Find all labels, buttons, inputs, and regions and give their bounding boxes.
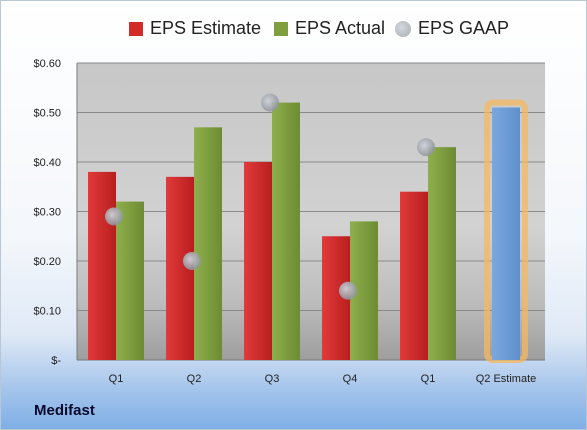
point-eps-gaap xyxy=(183,252,201,270)
point-eps-gaap xyxy=(261,93,279,112)
legend-item-eps-estimate: EPS Estimate xyxy=(129,18,261,39)
x-tick-label: Q2 xyxy=(187,373,202,385)
bar-eps-actual xyxy=(116,201,144,360)
legend-item-eps-gaap: EPS GAAP xyxy=(395,18,509,39)
point-eps-gaap xyxy=(339,281,357,300)
legend: EPS Estimate EPS Actual EPS GAAP xyxy=(1,16,586,44)
bar-eps-estimate-highlight xyxy=(492,107,520,360)
legend-label-actual: EPS Actual xyxy=(295,18,386,38)
y-tick-label: $0.50 xyxy=(33,108,61,120)
y-tick-label: $0.20 xyxy=(33,256,61,268)
point-eps-gaap xyxy=(105,207,123,226)
legend-swatch-estimate xyxy=(129,21,143,36)
x-tick-label: Q1 xyxy=(421,373,436,385)
legend-label-gaap: EPS GAAP xyxy=(418,18,510,38)
legend-swatch-actual xyxy=(274,21,288,36)
company-name: Medifast xyxy=(34,402,95,419)
bar-eps-estimate xyxy=(88,171,116,360)
bar-eps-actual xyxy=(428,147,456,360)
point-eps-gaap xyxy=(417,138,435,157)
legend-marker-gaap xyxy=(395,20,411,37)
y-tick-label: $- xyxy=(51,355,61,367)
y-tick-label: $0.30 xyxy=(33,207,61,219)
x-tick-label: Q3 xyxy=(265,373,280,385)
y-tick-label: $0.40 xyxy=(33,157,61,169)
x-tick-label: Q4 xyxy=(343,373,358,385)
x-tick-label: Q2 Estimate xyxy=(476,373,537,385)
x-tick-label: Q1 xyxy=(109,373,124,385)
bar-eps-estimate xyxy=(244,162,272,360)
bar-eps-actual xyxy=(272,102,300,360)
legend-item-eps-actual: EPS Actual xyxy=(274,18,385,39)
legend-label-estimate: EPS Estimate xyxy=(150,18,262,38)
bar-eps-estimate xyxy=(400,191,428,360)
y-tick-label: $0.60 xyxy=(33,58,61,70)
y-tick-label: $0.10 xyxy=(33,306,61,318)
bar-eps-actual xyxy=(194,127,222,360)
